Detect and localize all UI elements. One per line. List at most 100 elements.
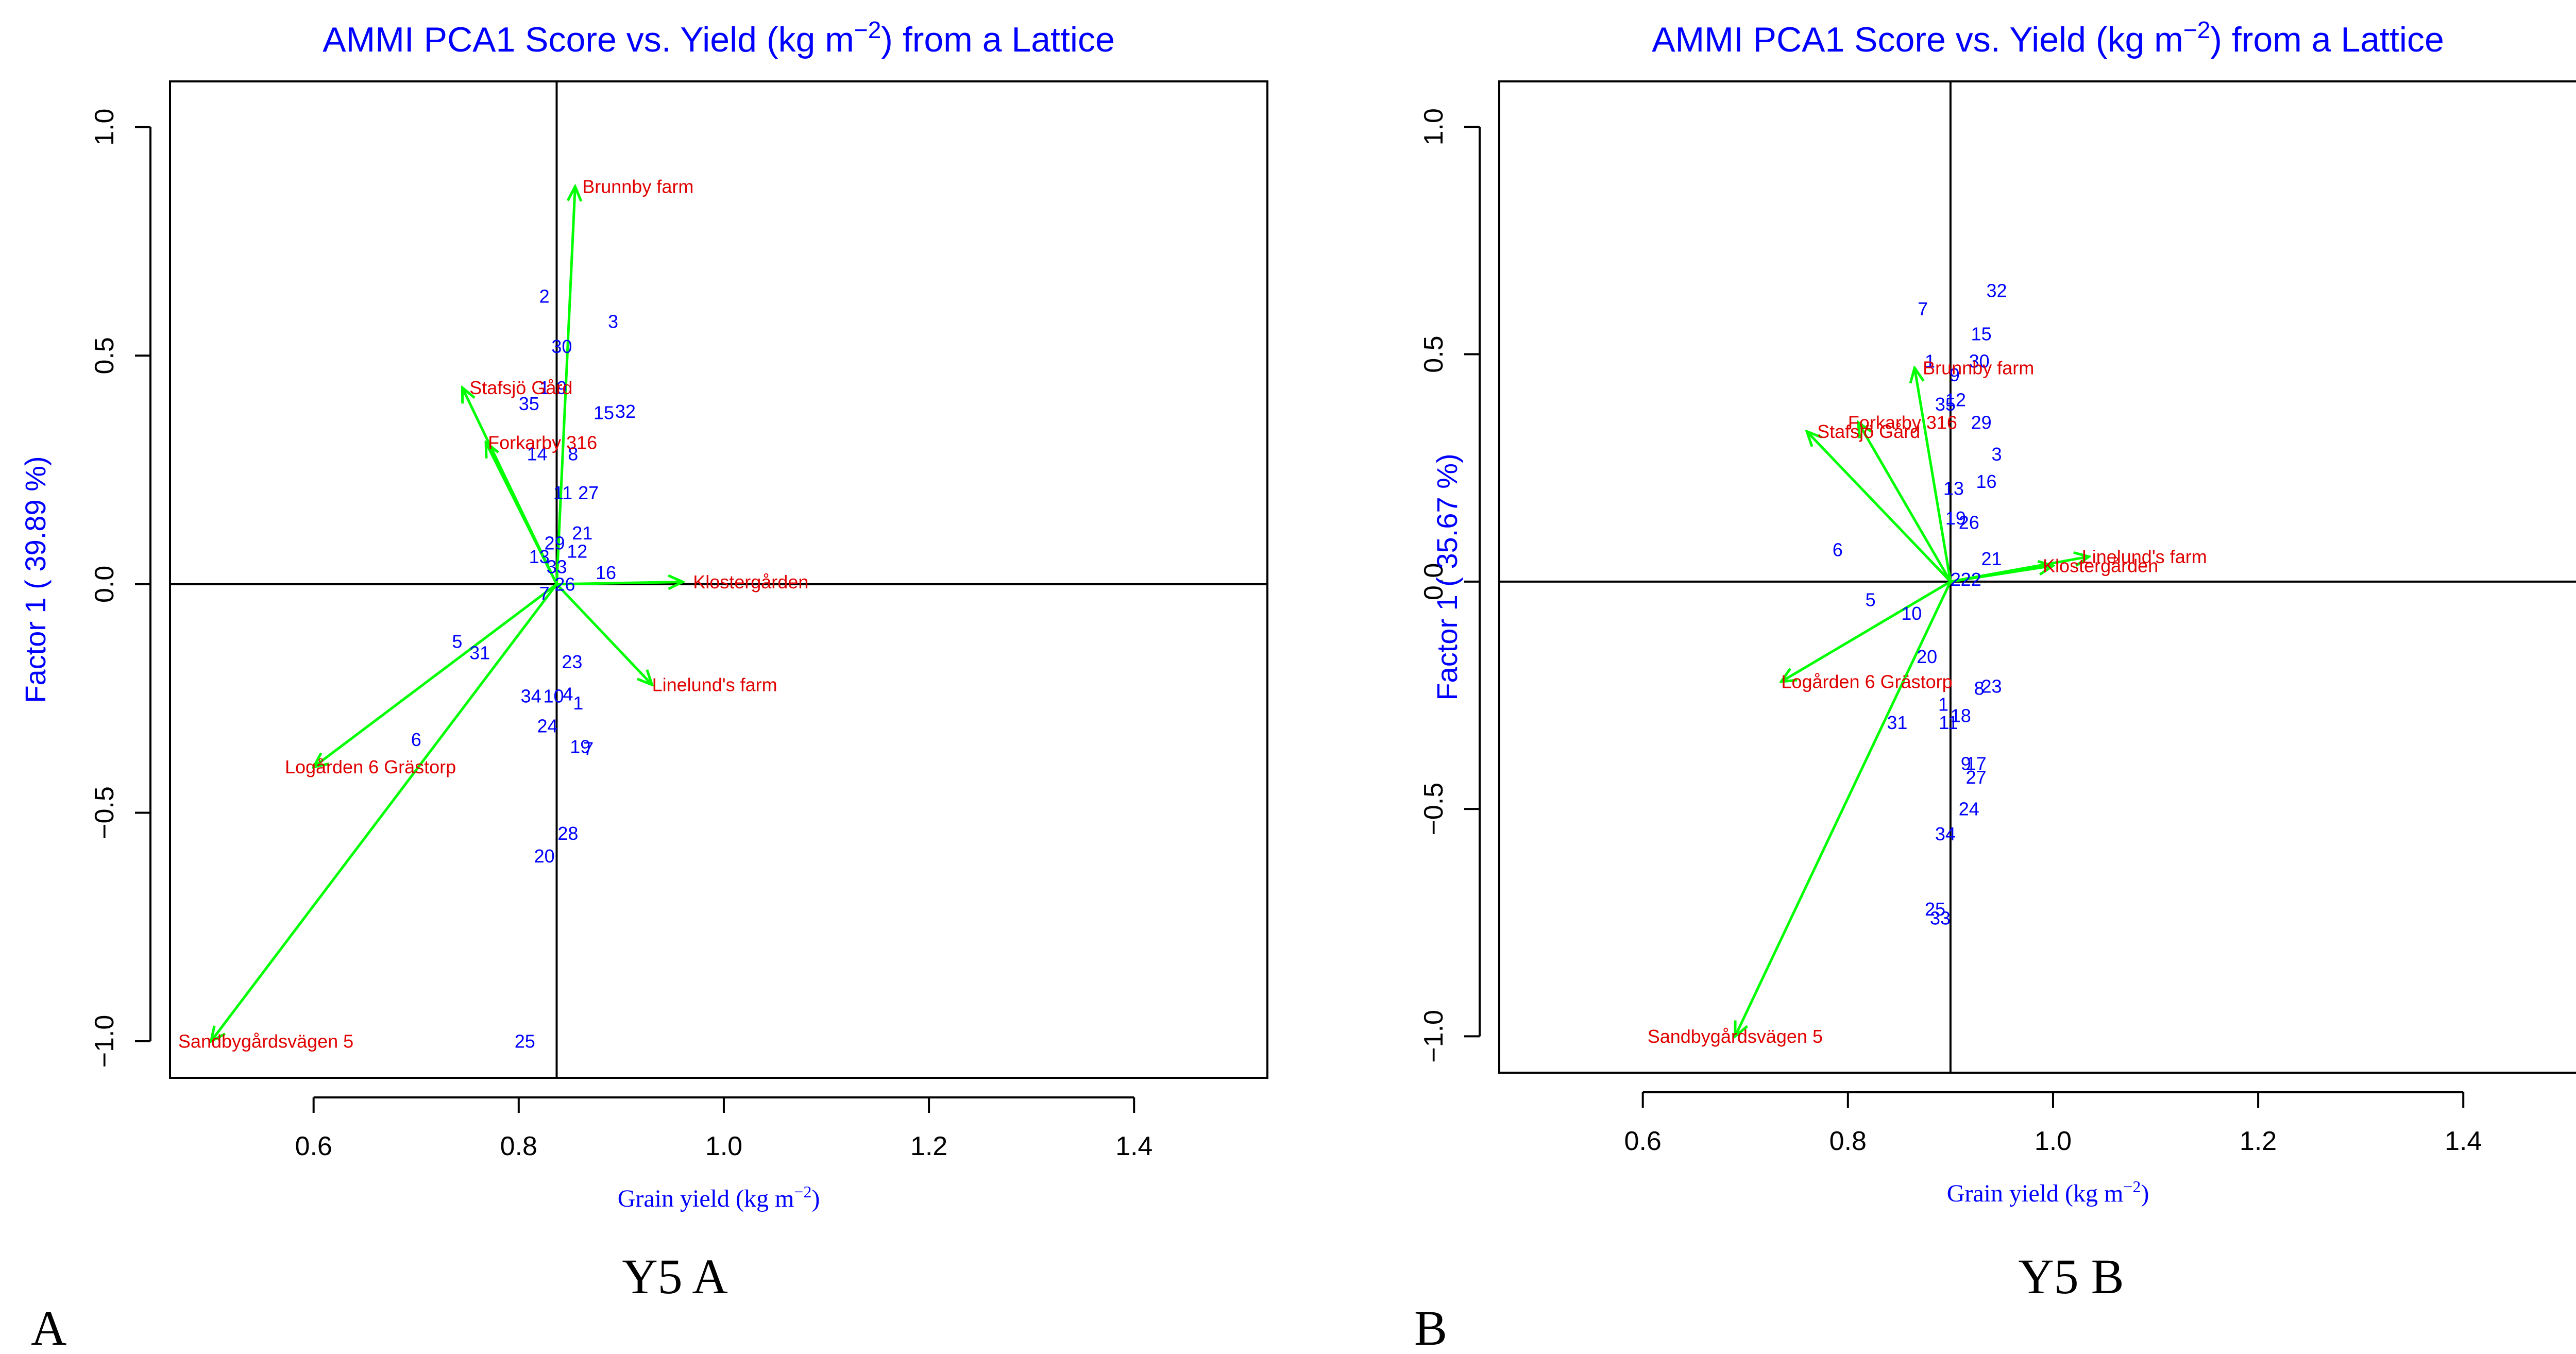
y-tick-label: −0.5 — [90, 786, 120, 839]
genotype-point-label: 4 — [563, 683, 573, 704]
environment-vector — [1781, 580, 1952, 682]
genotype-point-label: 34 — [1935, 823, 1956, 844]
environment-vector — [211, 583, 558, 1041]
x-axis-label-exponent: −2 — [794, 1182, 811, 1201]
x-axis-label: Grain yield (kg m−2) — [618, 1182, 820, 1212]
genotype-point-label: 24 — [537, 715, 558, 736]
panel-letter: A — [31, 1300, 66, 1354]
genotype-point-label: 23 — [562, 651, 582, 672]
environment-label: Brunnby farm — [582, 176, 693, 197]
genotype-point-label: 26 — [554, 573, 575, 595]
genotype-point-label: 21 — [1981, 548, 2002, 569]
genotype-point-label: 7 — [1918, 298, 1928, 319]
genotype-point-label: 9 — [556, 377, 567, 398]
genotype-point-label: 29 — [544, 533, 565, 554]
environment-label: Stafsjö Gård — [1817, 421, 1920, 442]
y-tick-label: −1.0 — [1419, 1010, 1449, 1063]
environment-vector — [1807, 432, 1952, 583]
environment-vector — [555, 187, 575, 584]
genotype-point-label: 31 — [1887, 712, 1907, 733]
chart-title-suffix: ) from a Lattice — [881, 20, 1115, 59]
genotype-point-label: 12 — [567, 540, 587, 562]
genotype-point-label: 8 — [1974, 678, 1985, 699]
genotype-point-label: 29 — [1971, 412, 1992, 433]
genotype-point-label: 13 — [529, 546, 550, 567]
chart-title-exponent: −2 — [2183, 16, 2210, 43]
x-axis-label-exponent: −2 — [2123, 1177, 2141, 1196]
genotype-point-label: 20 — [534, 845, 555, 867]
y-axis-label: Factor 1 ( 39.89 %) — [19, 456, 52, 703]
y-tick-label: 1.0 — [1419, 108, 1449, 145]
genotype-point-label: 25 — [515, 1031, 535, 1052]
environment-vector — [486, 443, 558, 585]
genotype-point-label: 13 — [1943, 478, 1964, 499]
genotype-point-label: 1 — [1938, 694, 1948, 715]
genotype-point-label: 21 — [572, 522, 592, 544]
genotype-point-label: 19 — [570, 736, 590, 757]
environment-vector — [1950, 566, 2053, 583]
x-tick-label: 1.2 — [910, 1131, 947, 1161]
environment-label: Logården 6 Grästorp — [1781, 671, 1952, 692]
x-tick-label: 0.8 — [500, 1131, 537, 1161]
x-tick-label: 0.6 — [295, 1131, 332, 1161]
environment-label: Linelund's farm — [652, 674, 777, 696]
x-axis-label-main: Grain yield (kg m — [618, 1185, 794, 1212]
genotype-point-label: 25 — [1925, 899, 1945, 920]
genotype-point-label: 5 — [452, 631, 462, 652]
y-axis-label: Factor 1 ( 35.67 %) — [1431, 453, 1463, 700]
x-tick-label: 1.4 — [2445, 1126, 2482, 1156]
environment-label: Forkarby 316 — [1848, 412, 1957, 433]
y-tick-label: 0.5 — [90, 337, 120, 374]
genotype-point-label: 1 — [539, 377, 550, 398]
genotype-point-label: 17 — [1966, 753, 1987, 774]
x-tick-label: 1.0 — [705, 1131, 742, 1161]
environment-label: Linelund's farm — [2082, 546, 2207, 567]
genotype-point-label: 11 — [1939, 712, 1958, 733]
genotype-point-label: 8 — [568, 444, 578, 465]
environment-vector — [1735, 581, 1952, 1037]
x-tick-label: 0.8 — [1829, 1126, 1867, 1156]
chart-title: AMMI PCA1 Score vs. Yield (kg m−2) from … — [1652, 16, 2444, 59]
y-tick-label: 1.0 — [90, 109, 120, 146]
genotype-point-label: 33 — [546, 556, 567, 578]
genotype-point-label: 6 — [411, 729, 421, 750]
genotype-point-label: 32 — [615, 401, 636, 422]
environment-vector — [1914, 368, 1952, 582]
environment-label: Brunnby farm — [1923, 358, 2034, 379]
genotype-point-label: 20 — [1917, 646, 1937, 667]
environment-label: Sandbygårdsvägen 5 — [178, 1031, 353, 1052]
genotype-point-label: 3 — [608, 311, 618, 332]
genotype-point-label: 34 — [521, 686, 541, 707]
genotype-point-label: 32 — [1986, 280, 2007, 301]
environment-label: Klostergården — [693, 571, 808, 593]
genotype-point-label: 11 — [553, 482, 572, 503]
genotype-point-label: 23 — [1981, 675, 2002, 697]
environment-label: Sandbygårdsvägen 5 — [1648, 1026, 1823, 1047]
genotype-point-label: 27 — [1966, 767, 1987, 788]
x-axis-label-suffix: ) — [811, 1185, 820, 1212]
genotype-point-label: 33 — [1930, 907, 1951, 928]
panel-caption: Y5 A — [622, 1249, 727, 1304]
genotype-point-label: 6 — [1833, 539, 1843, 561]
x-tick-label: 1.2 — [2240, 1126, 2277, 1156]
genotype-point-label: 10 — [543, 686, 564, 707]
plot-frame — [169, 80, 1268, 1079]
panel-letter: B — [1414, 1300, 1447, 1354]
chart-title-main: AMMI PCA1 Score vs. Yield (kg m — [323, 20, 854, 59]
genotype-point-label: 15 — [594, 402, 614, 424]
environment-label: Forkarby 316 — [488, 432, 597, 453]
genotype-point-label: 9 — [1950, 364, 1960, 385]
x-tick-label: 1.4 — [1115, 1131, 1153, 1161]
genotype-point-label: 15 — [1971, 323, 1992, 344]
genotype-point-label: 12 — [1945, 389, 1966, 410]
environment-vector — [555, 583, 652, 685]
genotype-point-label: 35 — [1935, 394, 1956, 415]
y-tick-label: 0.0 — [90, 566, 120, 603]
environment-label: Stafsjö Gård — [469, 377, 572, 398]
environment-vector — [556, 582, 683, 584]
x-tick-label: 1.0 — [2035, 1126, 2072, 1156]
environment-vector — [1858, 422, 1952, 583]
y-tick-label: −0.5 — [1419, 783, 1449, 836]
genotype-point-label: 16 — [1976, 471, 1997, 492]
